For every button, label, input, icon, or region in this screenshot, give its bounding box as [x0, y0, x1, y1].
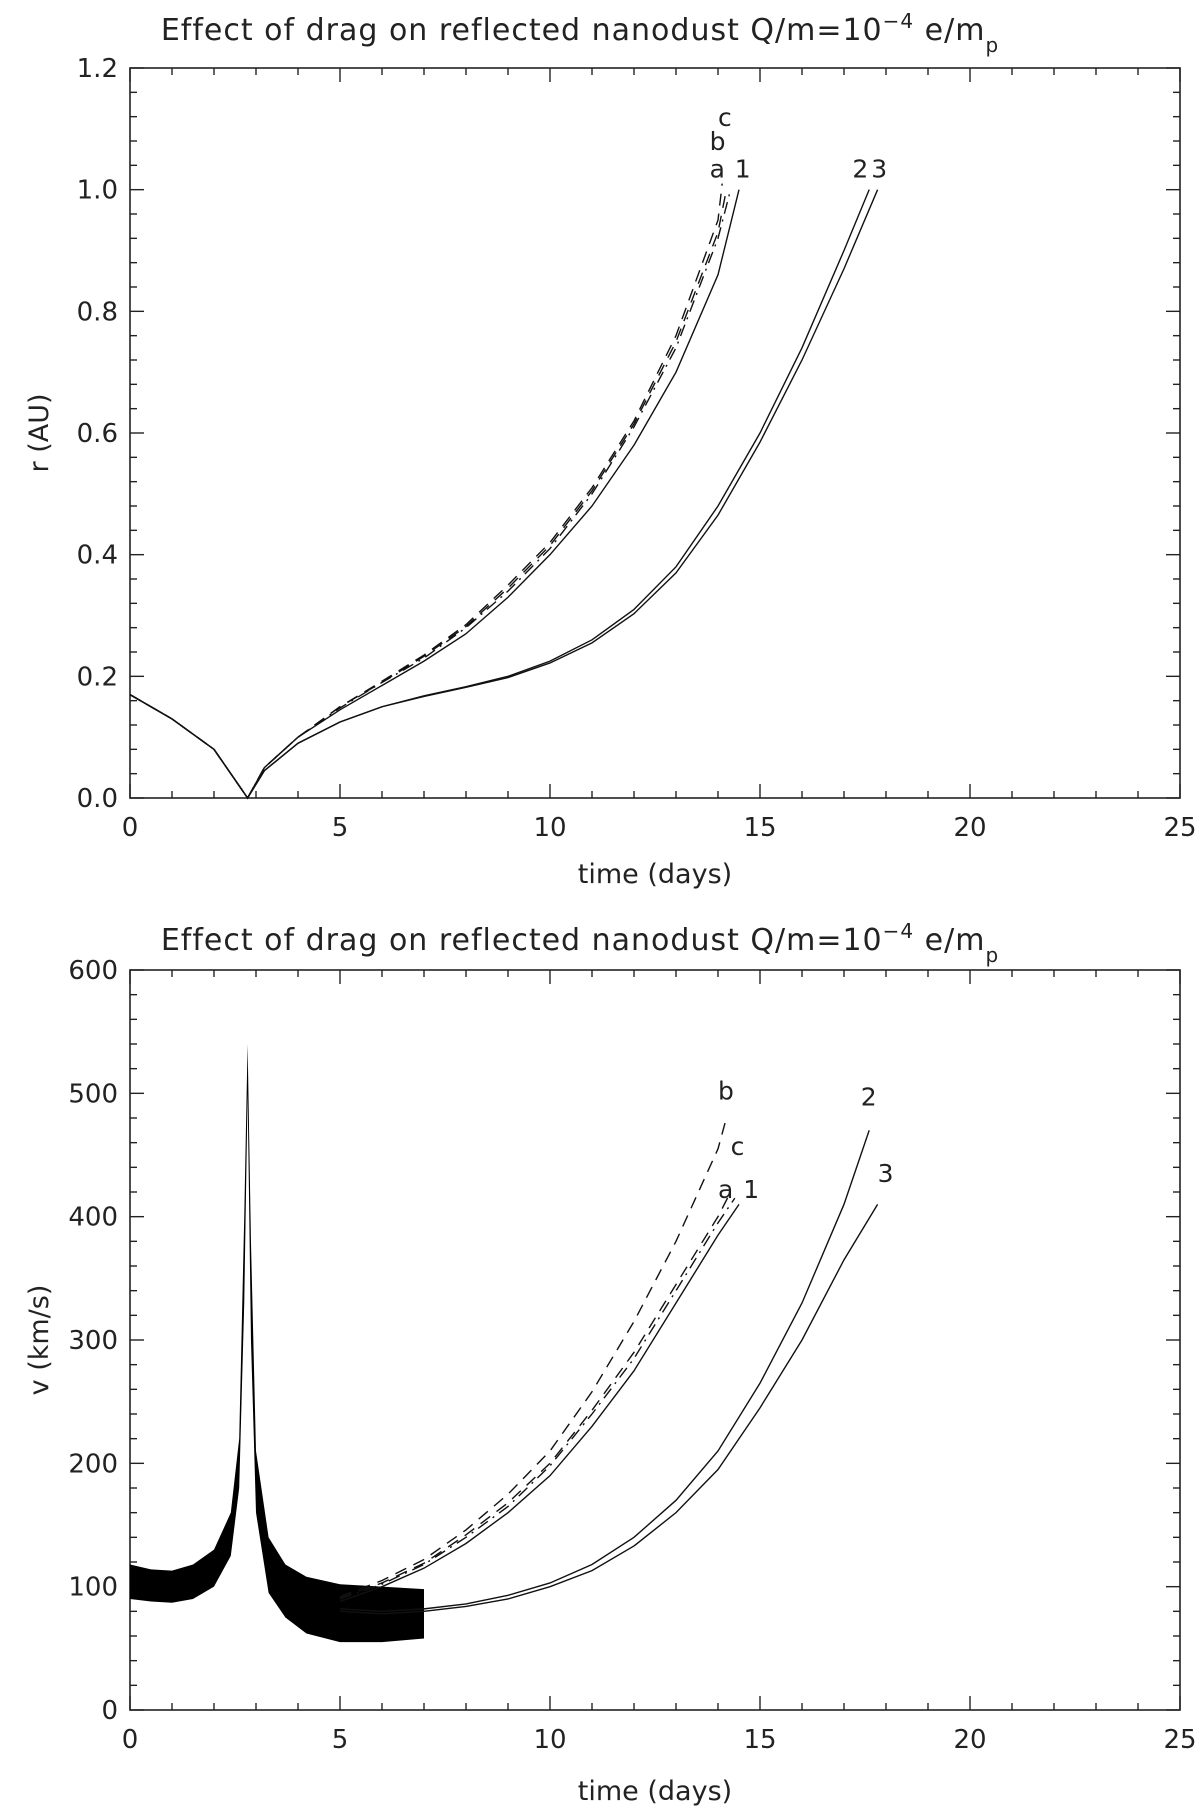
- y-axis: 0 100 200 300 400 500 600: [68, 956, 1180, 1726]
- y-tick-label: 1.0: [77, 176, 118, 206]
- y-tick-label: 200: [68, 1449, 118, 1479]
- series-3-line: [129, 189, 879, 800]
- y-tick-label: 0: [101, 1696, 118, 1726]
- y-tick-label: 100: [68, 1573, 118, 1603]
- curve-label-a: a: [718, 1175, 733, 1204]
- y-axis-label: r (AU): [24, 394, 55, 473]
- curve-label-1: 1: [743, 1175, 759, 1204]
- curve-label-c: c: [731, 1132, 745, 1161]
- x-tick-label: 10: [533, 1725, 566, 1755]
- oscillation-band-area: [130, 1044, 424, 1643]
- series-a-line: [129, 189, 732, 800]
- y-tick-label: 600: [68, 956, 118, 986]
- series-b-line: [339, 1117, 728, 1598]
- series-2-line: [339, 1130, 870, 1613]
- series-1-line: [129, 189, 740, 800]
- x-tick-label: 15: [743, 1725, 776, 1755]
- curve-labels: bca 1 2 3: [718, 1077, 894, 1205]
- x-tick-label: 20: [953, 1725, 986, 1755]
- y-tick-label: 0.0: [77, 784, 118, 814]
- x-tick-label: 5: [332, 1725, 349, 1755]
- x-tick-label: 20: [953, 813, 986, 843]
- oscillation-band: [130, 1044, 424, 1643]
- x-tick-label: 25: [1163, 813, 1196, 843]
- curve-label-a: a: [710, 155, 725, 184]
- x-tick-label: 0: [122, 1725, 139, 1755]
- y-tick-label: 0.2: [77, 662, 118, 692]
- curve-label-1: 1: [735, 155, 751, 184]
- y-tick-label: 0.8: [77, 297, 118, 327]
- y-axis: 0.0 0.2 0.4 0.6 0.8 1.0 1.2: [77, 54, 1180, 814]
- curve-labels: cba 1 2 3: [710, 103, 888, 184]
- y-tick-label: 1.2: [77, 54, 118, 84]
- curve-label-b: b: [718, 1077, 734, 1106]
- x-tick-label: 0: [122, 813, 139, 843]
- curve-label-3: 3: [871, 155, 887, 184]
- series-a-line: [339, 1197, 736, 1600]
- velocity-chart: Effect of drag on reflected nanodust Q/m…: [24, 919, 1197, 1807]
- x-tick-label: 15: [743, 813, 776, 843]
- x-axis-label: time (days): [578, 859, 732, 890]
- series-3-line: [339, 1203, 879, 1615]
- series-b-line: [129, 183, 723, 800]
- curve-label-b: b: [710, 127, 726, 156]
- x-axis: 0 5 10 15 20 25: [122, 970, 1197, 1755]
- y-tick-label: 0.4: [77, 541, 118, 571]
- y-axis-label: v (km/s): [24, 1285, 55, 1396]
- curve-label-c: c: [718, 103, 732, 132]
- y-tick-label: 500: [68, 1079, 118, 1109]
- curves: [129, 183, 879, 800]
- y-tick-label: 300: [68, 1326, 118, 1356]
- curve-label-2: 2: [861, 1083, 877, 1112]
- chart-title: Effect of drag on reflected nanodust Q/m…: [161, 9, 999, 57]
- curve-label-3: 3: [878, 1159, 894, 1188]
- series-1-line: [339, 1203, 740, 1603]
- x-tick-label: 5: [332, 813, 349, 843]
- x-tick-label: 10: [533, 813, 566, 843]
- curves: [339, 1117, 879, 1615]
- y-tick-label: 400: [68, 1203, 118, 1233]
- x-axis-label: time (days): [578, 1776, 732, 1807]
- curve-label-2: 2: [852, 155, 868, 184]
- series-c-line: [129, 189, 728, 800]
- x-axis: 0 5 10 15 20 25: [122, 68, 1197, 843]
- chart-title: Effect of drag on reflected nanodust Q/m…: [161, 919, 999, 967]
- radius-chart: Effect of drag on reflected nanodust Q/m…: [24, 9, 1197, 890]
- series-c-line: [339, 1191, 732, 1599]
- x-tick-label: 25: [1163, 1725, 1196, 1755]
- y-tick-label: 0.6: [77, 419, 118, 449]
- plot-frame: [129, 67, 1181, 799]
- series-2-line: [129, 189, 870, 800]
